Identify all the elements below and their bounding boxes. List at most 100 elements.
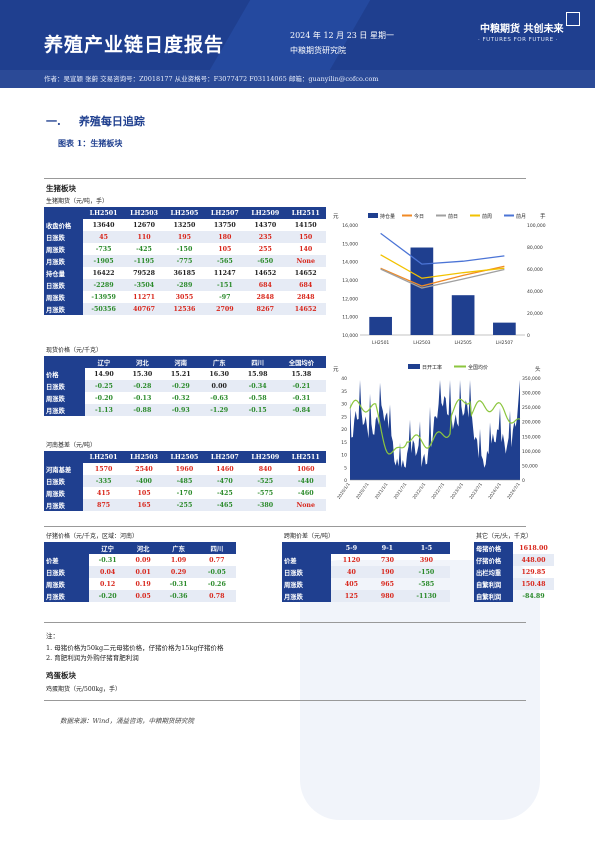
table-row: 月涨跌 -1.13 -0.88 -0.93 -1.29 -0.15 -0.84	[44, 404, 326, 416]
report-title: 养殖产业链日度报告	[44, 34, 225, 56]
y2-tick-label: 20,000	[527, 311, 543, 317]
table-cell: -289	[164, 279, 205, 291]
table-cell: 15.98	[247, 370, 268, 378]
x-tick-label: LH2501	[372, 340, 389, 346]
column-header: LH2505	[164, 451, 205, 463]
left-axis-unit: 元	[333, 366, 339, 373]
row-header: 价格	[44, 368, 85, 380]
x-tick-label: 2023/7/1	[468, 481, 483, 500]
y-tick-label: 30	[341, 402, 347, 408]
table-cell: -335	[83, 475, 124, 487]
row-header: 自繁利润	[474, 590, 514, 602]
series-line-前周	[380, 254, 505, 279]
y2-tick-label: 300,000	[522, 391, 541, 397]
company-slogan: · FUTURES FOR FUTURE ·	[478, 37, 559, 43]
y-tick-label: 14,000	[342, 260, 358, 266]
row-header: 日涨跌	[44, 475, 84, 487]
table-cell: 1060	[296, 465, 315, 473]
table-cell: None	[285, 255, 326, 267]
table-cell: 390	[419, 556, 433, 564]
y-tick-label: 5	[344, 465, 347, 471]
column-header: 河南	[161, 356, 200, 368]
table-cell: 1570	[94, 465, 113, 473]
y2-tick-label: 50,000	[522, 463, 538, 469]
table-cell: 190	[371, 566, 403, 578]
x-tick-label: 2023/1/1	[449, 481, 464, 500]
note-2: 2. 育肥利润为外购仔猪育肥利润	[46, 654, 139, 662]
series-line-前月	[380, 232, 505, 265]
table-cell: -13959	[91, 293, 116, 301]
y-tick-label: 40	[341, 376, 347, 382]
table-cell: -255	[164, 499, 205, 511]
table-cell: 15.21	[170, 370, 191, 378]
table-cell: 255	[258, 245, 272, 253]
futures-table: LH2501 LH2503 LH2505 LH2507 LH2509 LH2511 收盘价格…	[44, 207, 326, 315]
table-cell: 980	[371, 590, 403, 602]
table-header-row: 辽宁 河北 河南 广东 四川 全国均价	[44, 356, 326, 368]
header-corner	[44, 542, 89, 554]
table-cell: -0.58	[248, 394, 267, 402]
column-header: 四川	[197, 542, 236, 554]
table-cell: 40	[330, 566, 372, 578]
table-cell: 14150	[294, 221, 317, 229]
table-cell: -440	[285, 475, 326, 487]
y2-tick-label: 60,000	[527, 267, 543, 273]
row-header: 价差	[282, 554, 331, 566]
y2-tick-label: 350,000	[522, 376, 541, 382]
section-title: 一. 养殖每日追踪	[46, 113, 145, 129]
legend-label: 前周	[482, 213, 492, 220]
other-label: 其它（元/头，千克）	[476, 533, 533, 540]
table-cell: -0.84	[276, 404, 326, 416]
table-cell: 14.90	[94, 370, 114, 378]
table-cell: -97	[219, 293, 231, 301]
y-tick-label: 12,000	[342, 296, 358, 302]
spot-table: 辽宁 河北 河南 广东 四川 全国均价 价格 14.90 15.30 15.21 16.30 15.9…	[44, 356, 326, 416]
table-cell: -0.93	[161, 404, 200, 416]
table-header-row: LH2501 LH2503 LH2505 LH2507 LH2509 LH2511	[44, 207, 326, 219]
table-cell: -1.13	[84, 404, 124, 416]
table-cell: -151	[204, 279, 246, 291]
table-cell: -0.31	[98, 556, 117, 564]
y-tick-label: 13,000	[342, 278, 358, 284]
table-cell: 415	[97, 489, 111, 497]
divider-bottom	[44, 700, 526, 701]
column-header: 广东	[159, 542, 198, 554]
table-cell: 12536	[164, 303, 205, 315]
column-header: 辽宁	[88, 542, 127, 554]
figure-title: 图表 1：生猪板块	[58, 138, 123, 148]
table-cell: 79528	[133, 269, 155, 277]
table-cell: -1905	[83, 255, 124, 267]
table-cell: 11247	[213, 269, 236, 277]
legend-label: 前日	[448, 213, 458, 220]
table-cell: -565	[204, 255, 246, 267]
table-cell: None	[285, 499, 326, 511]
table-cell: -525	[245, 475, 286, 487]
table-cell: -50356	[83, 303, 124, 315]
table-cell: 0.29	[159, 566, 198, 578]
y2-tick-label: 100,000	[522, 449, 541, 455]
table-cell: 14652	[285, 303, 326, 315]
row-header: 日涨跌	[44, 231, 84, 243]
table-cell: 1618.00	[519, 544, 548, 552]
table-cell: -1195	[123, 255, 165, 267]
table-cell: 129.85	[521, 568, 546, 576]
table-cell: 0.77	[209, 556, 225, 564]
table-cell: 13750	[213, 221, 236, 229]
institute-name: 中粮期货研究院	[290, 46, 346, 55]
column-header: LH2507	[204, 207, 246, 219]
left-axis-unit: 元	[333, 213, 339, 220]
table-cell: 150	[285, 231, 326, 243]
column-header: LH2501	[83, 207, 124, 219]
table-cell: 1.09	[170, 556, 187, 564]
row-header: 月涨跌	[44, 590, 89, 602]
table-row: 持仓量 16422 79528 36185 11247 14652 14652	[44, 267, 326, 279]
column-header: 辽宁	[84, 356, 124, 368]
table-cell: 14652	[294, 269, 317, 277]
table-cell: -0.32	[171, 394, 190, 402]
table-cell: -0.34	[238, 380, 277, 392]
row-header: 日涨跌	[282, 566, 331, 578]
right-axis-unit: 头	[535, 365, 541, 373]
table-cell: -775	[164, 255, 205, 267]
row-header: 持仓量	[44, 267, 84, 279]
table-cell: -84.89	[522, 592, 545, 600]
